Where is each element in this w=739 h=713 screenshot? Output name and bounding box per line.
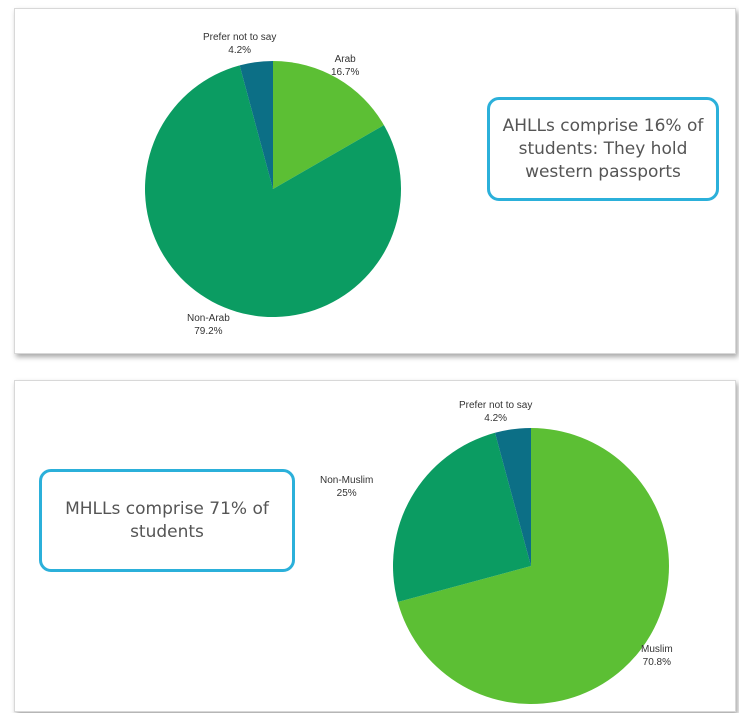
pie-chart-religion bbox=[393, 428, 670, 704]
label-prefer-not-to-say: Prefer not to say 4.2% bbox=[203, 32, 277, 56]
callout-ahlls: AHLLs comprise 16% of students: They hol… bbox=[487, 97, 719, 201]
chart-panel-religion: Prefer not to say 4.2% Non-Muslim 25% Mu… bbox=[14, 380, 736, 712]
callout-mhlls: MHLLs comprise 71% of students bbox=[39, 469, 295, 572]
label-prefer-not-to-say: Prefer not to say 4.2% bbox=[459, 400, 533, 424]
pie-slice-arab bbox=[273, 61, 384, 189]
panel-bottom-crop bbox=[15, 343, 735, 353]
pie-chart-ethnicity bbox=[145, 61, 402, 317]
label-arab: Arab 16.7% bbox=[331, 54, 360, 78]
label-muslim: Muslim 70.8% bbox=[641, 644, 673, 668]
label-non-muslim: Non-Muslim 25% bbox=[320, 475, 374, 499]
label-non-arab: Non-Arab 79.2% bbox=[187, 313, 230, 337]
pie-slice-non-arab bbox=[145, 65, 402, 317]
pie-slice-non-muslim bbox=[393, 432, 531, 602]
pie-slice-prefer-not-to-say bbox=[239, 61, 273, 189]
pie-slice-muslim bbox=[397, 428, 670, 704]
chart-panel-ethnicity: Prefer not to say 4.2% Arab 16.7% Non-Ar… bbox=[14, 8, 736, 354]
pie-slice-prefer-not-to-say bbox=[495, 428, 531, 566]
